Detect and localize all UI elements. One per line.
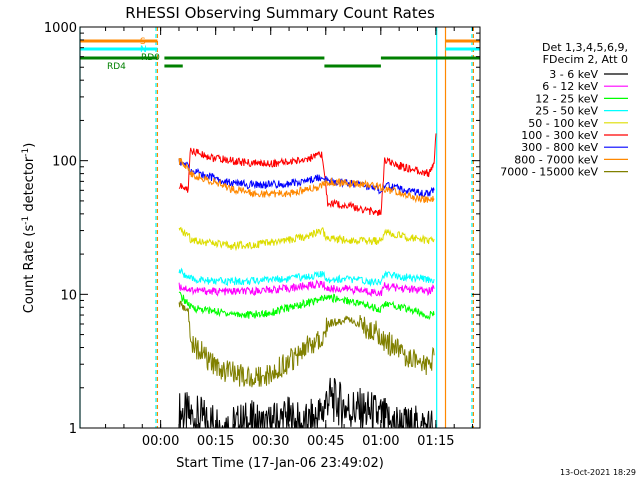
legend-label-4: 25 - 50 keV	[535, 105, 598, 118]
x-tick-label: 00:00	[142, 434, 179, 449]
x-tick-label: 01:15	[417, 434, 454, 449]
legend-label-6: 100 - 300 keV	[521, 129, 598, 142]
series-line-2	[178, 279, 435, 298]
state-label-rd0: RD0	[141, 53, 160, 63]
legend-label-1: 3 - 6 keV	[549, 68, 598, 81]
y-axis-label-mid: detector	[22, 156, 37, 216]
state-label-s: S	[140, 37, 146, 47]
state-label-rd4: RD4	[107, 62, 126, 72]
y-tick-label: 100	[52, 155, 77, 170]
legend: Det 1,3,4,5,6,9,FDecim 2, Att 0 3 - 6 keV…	[500, 41, 628, 179]
series-line-8	[178, 157, 435, 204]
axes: 1 10 100 1000 00:00 00:15 00:30 00:45 01:00 01:15	[44, 21, 481, 449]
y-axis-label: Count Rate (s-1 detector-1)	[21, 143, 37, 314]
series-line-7	[178, 158, 435, 199]
x-tick-label: 01:00	[362, 434, 399, 449]
series-line-9	[178, 300, 435, 388]
legend-label-3: 12 - 25 keV	[535, 92, 598, 105]
legend-header-line: Det 1,3,4,5,6,9,	[542, 41, 628, 54]
state-label-n: N	[140, 45, 147, 55]
y-tick-label: 10	[60, 288, 77, 303]
plot-frame	[79, 26, 481, 429]
legend-label-9: 7000 - 15000 keV	[500, 166, 598, 179]
series-line-4	[178, 267, 435, 287]
chart-title: RHESSI Observing Summary Count Rates	[125, 4, 435, 22]
y-axis-label-sup1: -1	[21, 216, 31, 225]
x-axis-label: Start Time (17-Jan-06 23:49:02)	[176, 456, 384, 471]
x-tick-label: 00:15	[197, 434, 234, 449]
legend-header-line: FDecim 2, Att 0	[543, 53, 628, 66]
legend-label-7: 300 - 800 keV	[521, 141, 598, 154]
series-line-1	[178, 377, 433, 429]
legend-label-8: 800 - 7000 keV	[514, 153, 598, 166]
date-stamp: 13-Oct-2021 18:29	[560, 468, 636, 477]
legend-label-2: 6 - 12 keV	[542, 80, 598, 93]
x-tick-label: 00:45	[307, 434, 344, 449]
y-tick-label: 1	[69, 422, 77, 437]
legend-label-5: 50 - 100 keV	[528, 117, 598, 130]
series-line-3	[178, 291, 435, 321]
x-tick-label: 00:30	[252, 434, 289, 449]
y-axis-label-end: )	[22, 143, 37, 148]
y-tick-label: 1000	[44, 21, 77, 36]
y-axis-label-main: Count Rate (s	[22, 225, 37, 314]
series-line-6	[178, 133, 437, 216]
y-axis-label-sup2: -1	[21, 148, 31, 157]
series-line-5	[178, 226, 435, 252]
